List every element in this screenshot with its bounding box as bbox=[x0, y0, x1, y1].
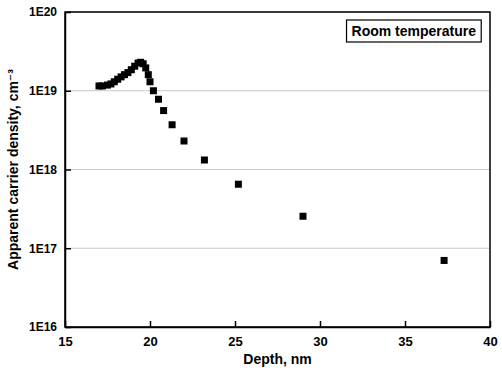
y-axis: 1E16 1E17 1E18 1E19 1E20 bbox=[29, 5, 71, 334]
y-tick-mark bbox=[65, 248, 71, 250]
y-tick-label: 1E16 bbox=[29, 320, 57, 334]
x-axis-title: Depth, nm bbox=[243, 351, 311, 367]
data-point bbox=[147, 78, 154, 85]
annotation: Room temperature bbox=[347, 20, 482, 42]
annotation-box bbox=[347, 20, 482, 42]
y-tick: 1E16 bbox=[29, 320, 71, 334]
y-tick: 1E18 bbox=[29, 163, 71, 177]
y-tick-label: 1E19 bbox=[29, 84, 57, 98]
y-tick-label: 1E18 bbox=[29, 163, 57, 177]
x-axis-line bbox=[66, 327, 491, 329]
plot-frame bbox=[65, 12, 490, 327]
x-tick: 20 bbox=[143, 321, 157, 349]
data-point bbox=[169, 121, 176, 128]
chart: 15 20 25 30 35 40 1E16 1E17 1E18 1E19 1E20 Room tem… bbox=[0, 0, 502, 374]
x-tick-label: 30 bbox=[313, 334, 327, 349]
x-tick-label: 35 bbox=[398, 334, 412, 349]
x-tick-mark bbox=[235, 321, 237, 327]
grid bbox=[65, 12, 490, 327]
data-point bbox=[201, 157, 208, 164]
x-tick: 30 bbox=[313, 321, 327, 349]
x-tick: 25 bbox=[228, 321, 242, 349]
y-tick-label: 1E17 bbox=[29, 242, 57, 256]
data-point bbox=[441, 257, 448, 264]
data-point bbox=[142, 64, 149, 71]
data-point bbox=[181, 138, 188, 145]
grid-line bbox=[65, 169, 490, 170]
data-point bbox=[235, 181, 242, 188]
y-tick: 1E17 bbox=[29, 242, 71, 256]
x-tick-mark bbox=[150, 321, 152, 327]
x-tick-label: 40 bbox=[483, 334, 497, 349]
y-tick: 1E19 bbox=[29, 84, 71, 98]
y-tick-mark bbox=[65, 91, 71, 93]
x-tick: 40 bbox=[483, 321, 497, 349]
data-point bbox=[145, 71, 152, 78]
x-tick-label: 25 bbox=[228, 334, 242, 349]
y-tick-mark bbox=[65, 169, 71, 171]
x-tick-label: 20 bbox=[143, 334, 157, 349]
grid-line bbox=[65, 248, 490, 249]
grid-line bbox=[65, 90, 490, 91]
x-tick-mark bbox=[405, 321, 407, 327]
data-point bbox=[300, 213, 307, 220]
x-axis: 15 20 25 30 35 40 bbox=[58, 321, 497, 349]
plot: 15 20 25 30 35 40 1E16 1E17 1E18 1E19 1E20 Room tem… bbox=[29, 5, 498, 349]
x-tick-label: 15 bbox=[58, 334, 72, 349]
points bbox=[96, 59, 448, 264]
y-tick-mark bbox=[65, 327, 71, 329]
y-tick: 1E20 bbox=[29, 5, 71, 19]
x-tick: 35 bbox=[398, 321, 412, 349]
data-point bbox=[160, 107, 167, 114]
data-point bbox=[150, 87, 157, 94]
data-point bbox=[155, 96, 162, 103]
y-axis-title: Apparent carrier density, cm⁻³ bbox=[5, 69, 21, 270]
y-tick-mark bbox=[65, 12, 71, 14]
x-tick-mark bbox=[320, 321, 322, 327]
annotation-text: Room temperature bbox=[352, 23, 477, 39]
y-tick-label: 1E20 bbox=[29, 5, 57, 19]
x-tick-mark bbox=[490, 321, 492, 327]
